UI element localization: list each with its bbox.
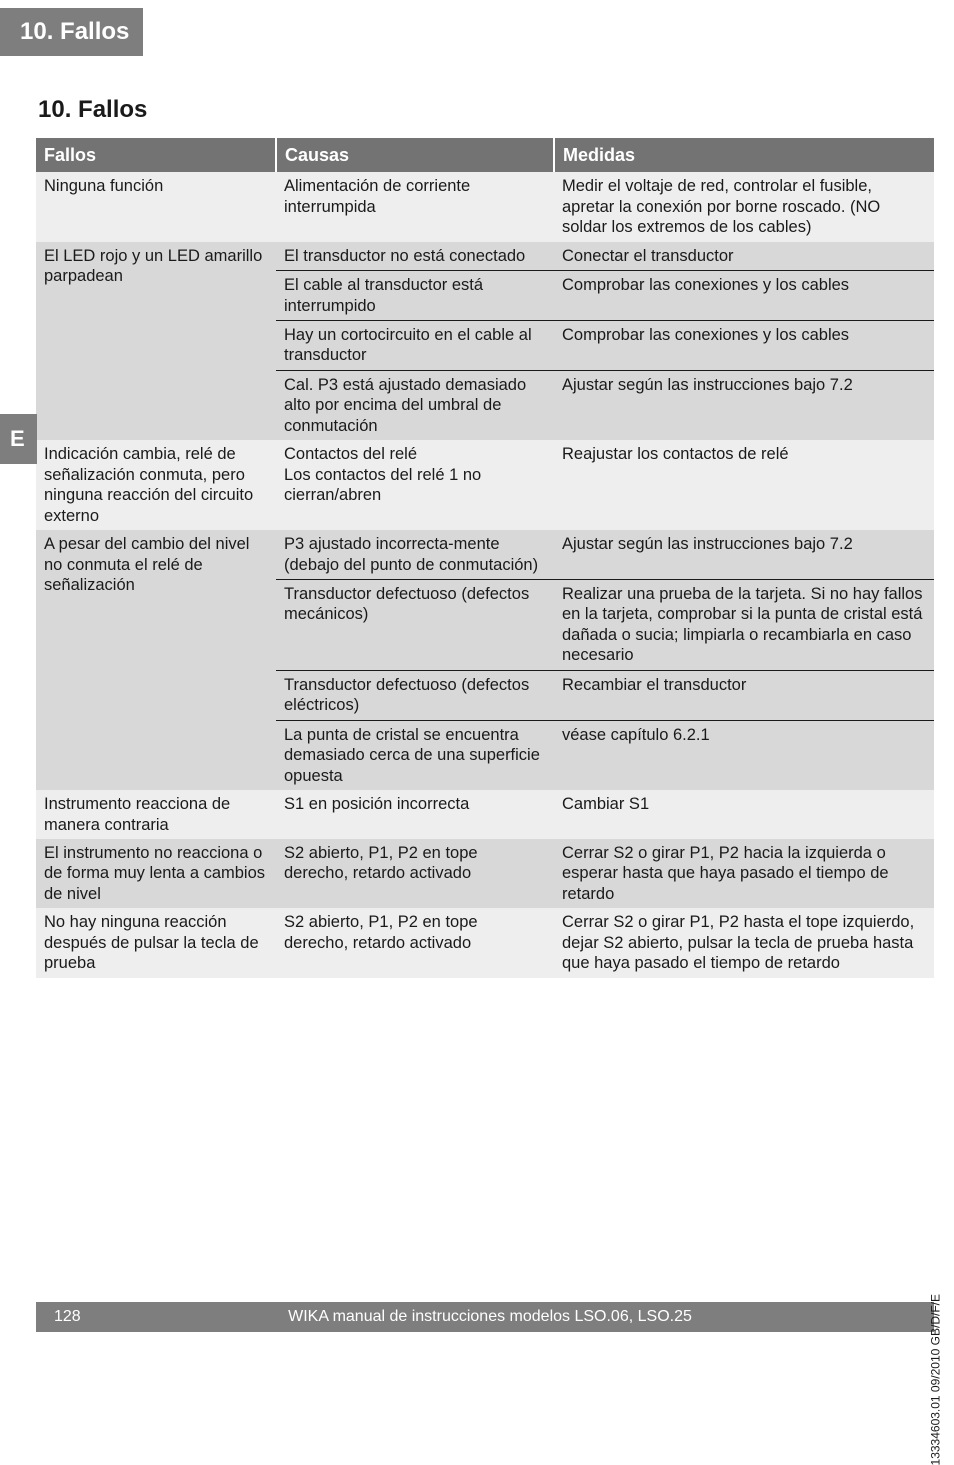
table-row: A pesar del cambio del nivel no conmuta … (36, 530, 934, 579)
cell-medida: Ajustar según las instrucciones bajo 7.2 (554, 530, 934, 579)
cell-medida: Realizar una prueba de la tarjeta. Si no… (554, 580, 934, 671)
cell-fallo: El instrumento no reacciona o de forma m… (36, 839, 276, 908)
cell-medida: Recambiar el transductor (554, 670, 934, 720)
cell-fallo: Instrumento reacciona de manera contrari… (36, 790, 276, 839)
header-causas: Causas (276, 138, 554, 172)
table-row: Ninguna funciónAlimentación de corriente… (36, 172, 934, 241)
cell-causa: La punta de cristal se encuentra demasia… (276, 720, 554, 790)
cell-causa: Contactos del relé Los contactos del rel… (276, 440, 554, 530)
cell-medida: Comprobar las conexiones y los cables (554, 321, 934, 371)
page-footer: 128 WIKA manual de instrucciones modelos… (36, 1302, 934, 1332)
cell-causa: Cal. P3 está ajustado demasiado alto por… (276, 370, 554, 440)
section-heading: 10. Fallos (38, 96, 954, 124)
table-row: El instrumento no reacciona o de forma m… (36, 839, 934, 908)
cell-causa: Transductor defectuoso (defectos eléctri… (276, 670, 554, 720)
cell-medida: Cambiar S1 (554, 790, 934, 839)
cell-medida: véase capítulo 6.2.1 (554, 720, 934, 790)
cell-medida: Medir el voltaje de red, controlar el fu… (554, 172, 934, 241)
language-tab: E (0, 414, 37, 464)
cell-fallo: El LED rojo y un LED amarillo parpadean (36, 242, 276, 441)
table-row: No hay ninguna reacción después de pulsa… (36, 908, 934, 977)
cell-fallo: Indicación cambia, relé de señalización … (36, 440, 276, 530)
table-header-row: Fallos Causas Medidas (36, 138, 934, 172)
footer-text: WIKA manual de instrucciones modelos LSO… (126, 1308, 934, 1326)
cell-fallo: Ninguna función (36, 172, 276, 241)
cell-medida: Comprobar las conexiones y los cables (554, 271, 934, 321)
chapter-tag: 10. Fallos (0, 8, 143, 56)
cell-fallo: No hay ninguna reacción después de pulsa… (36, 908, 276, 977)
cell-causa: Transductor defectuoso (defectos mecánic… (276, 580, 554, 671)
cell-medida: Conectar el transductor (554, 242, 934, 271)
cell-causa: P3 ajustado incorrecta-mente (debajo del… (276, 530, 554, 579)
cell-causa: S1 en posición incorrecta (276, 790, 554, 839)
cell-medida: Cerrar S2 o girar P1, P2 hacia la izquie… (554, 839, 934, 908)
cell-medida: Ajustar según las instrucciones bajo 7.2 (554, 370, 934, 440)
cell-causa: El cable al transductor está interrumpid… (276, 271, 554, 321)
cell-causa: Alimentación de corriente interrumpida (276, 172, 554, 241)
table-row: El LED rojo y un LED amarillo parpadeanE… (36, 242, 934, 271)
fallos-table: Fallos Causas Medidas Ninguna funciónAli… (36, 138, 934, 978)
document-code: 13334603.01 09/2010 GB/D/F/E (928, 1294, 942, 1465)
cell-causa: El transductor no está conectado (276, 242, 554, 271)
page-number: 128 (36, 1308, 126, 1326)
cell-causa: S2 abierto, P1, P2 en tope derecho, reta… (276, 839, 554, 908)
cell-medida: Reajustar los contactos de relé (554, 440, 934, 530)
cell-causa: Hay un cortocircuito en el cable al tran… (276, 321, 554, 371)
cell-medida: Cerrar S2 o girar P1, P2 hasta el tope i… (554, 908, 934, 977)
header-fallos: Fallos (36, 138, 276, 172)
table-row: Instrumento reacciona de manera contrari… (36, 790, 934, 839)
cell-causa: S2 abierto, P1, P2 en tope derecho, reta… (276, 908, 554, 977)
cell-fallo: A pesar del cambio del nivel no conmuta … (36, 530, 276, 790)
table-row: Indicación cambia, relé de señalización … (36, 440, 934, 530)
header-medidas: Medidas (554, 138, 934, 172)
